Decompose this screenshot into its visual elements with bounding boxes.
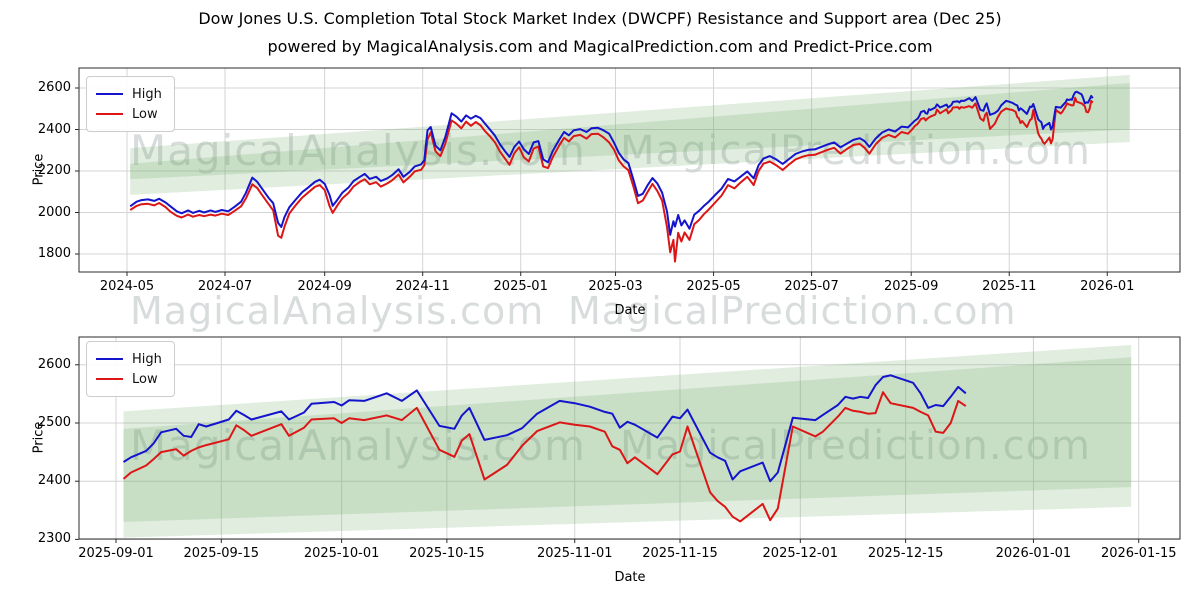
recent-detail-chart <box>75 336 1181 543</box>
legend-top: High Low <box>86 76 175 132</box>
watermark-prediction-axis: MagicalPrediction.com <box>568 289 1017 333</box>
high-line <box>122 374 967 483</box>
full-history-chart <box>75 67 1181 276</box>
legend-item-high: High <box>96 84 162 104</box>
legend-item-high: High <box>96 349 162 369</box>
low-line <box>122 391 967 523</box>
high-line <box>129 90 1094 236</box>
legend-label-low: Low <box>132 106 158 122</box>
low-line <box>129 96 1094 263</box>
legend-item-low: Low <box>96 104 162 124</box>
legend-label-high: High <box>132 86 162 102</box>
watermark-prediction-top: MagicalPrediction.com <box>620 128 1091 174</box>
resistance-support-band-1 <box>130 83 1130 195</box>
high-line-swatch-icon <box>96 358 123 360</box>
legend-bottom: High Low <box>86 341 175 397</box>
watermark-analysis-axis: MagicalAnalysis.com <box>130 289 545 333</box>
legend-label-high: High <box>132 351 162 367</box>
resistance-support-band-0 <box>130 74 1130 180</box>
page-title: Dow Jones U.S. Completion Total Stock Ma… <box>198 9 1002 28</box>
legend-label-low: Low <box>132 371 158 387</box>
legend-item-low: Low <box>96 369 162 389</box>
figure-subtitle: powered by MagicalAnalysis.com and Magic… <box>267 37 933 56</box>
high-line-swatch-icon <box>96 93 123 95</box>
low-line-swatch-icon <box>96 113 123 115</box>
resistance-support-band-0 <box>123 345 1132 522</box>
low-line-swatch-icon <box>96 378 123 380</box>
